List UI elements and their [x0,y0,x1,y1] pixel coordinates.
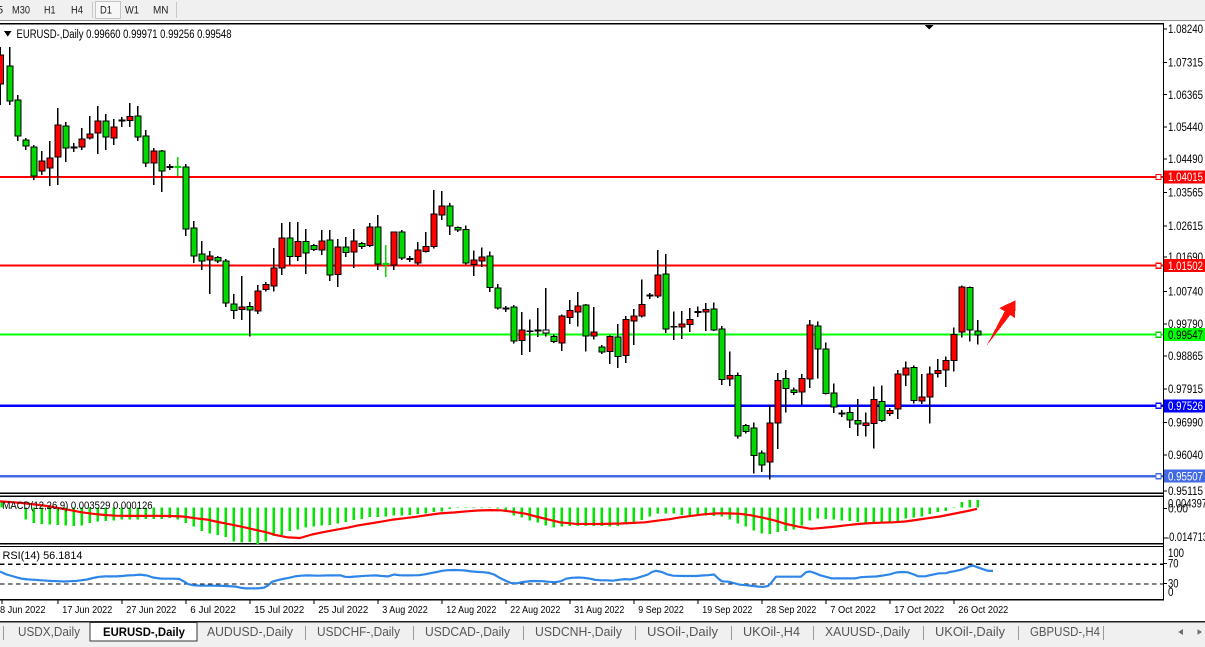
svg-text:MN: MN [153,5,169,17]
svg-text:USDX,Daily: USDX,Daily [18,625,81,639]
svg-text:-0.014713: -0.014713 [1166,532,1205,544]
svg-text:0.97915: 0.97915 [1168,384,1203,396]
svg-text:0.00: 0.00 [1168,504,1188,516]
svg-text:RSI(14) 56.1814: RSI(14) 56.1814 [3,550,83,562]
svg-text:XAUUSD-,Daily: XAUUSD-,Daily [825,625,911,639]
svg-text:3 Aug 2022: 3 Aug 2022 [382,604,428,616]
svg-text:MACD(12,26,9) 0.003529 0.00012: MACD(12,26,9) 0.003529 0.000126 [3,500,153,512]
svg-text:USOil-,Daily: USOil-,Daily [647,625,719,639]
svg-text:26 Oct 2022: 26 Oct 2022 [958,604,1008,616]
svg-text:M30: M30 [12,5,30,17]
svg-text:5: 5 [0,5,3,17]
svg-text:EURUSD-,Daily: EURUSD-,Daily [103,625,185,639]
svg-text:USDCNH-,Daily: USDCNH-,Daily [535,625,623,639]
svg-text:USDCHF-,Daily: USDCHF-,Daily [317,625,401,639]
svg-text:25 Jul 2022: 25 Jul 2022 [318,604,368,616]
svg-text:9 Sep 2022: 9 Sep 2022 [638,604,684,616]
svg-text:15 Jul 2022: 15 Jul 2022 [254,604,304,616]
svg-text:0: 0 [1168,587,1174,599]
svg-text:USDCAD-,Daily: USDCAD-,Daily [425,625,511,639]
svg-text:0.95115: 0.95115 [1168,486,1203,498]
svg-text:UKOil-,H4: UKOil-,H4 [743,625,800,639]
svg-text:1.05440: 1.05440 [1168,122,1203,134]
svg-text:1.06365: 1.06365 [1168,90,1203,102]
svg-text:1.08240: 1.08240 [1168,24,1203,36]
svg-text:1.02615: 1.02615 [1168,221,1203,233]
svg-text:1.01502: 1.01502 [1168,261,1203,273]
svg-text:1.04490: 1.04490 [1168,154,1203,166]
svg-text:27 Jun 2022: 27 Jun 2022 [126,604,176,616]
svg-text:1.00740: 1.00740 [1168,287,1203,299]
svg-text:8 Jun 2022: 8 Jun 2022 [0,604,46,616]
svg-text:D1: D1 [100,5,112,17]
svg-text:EURUSD-,Daily 0.99660 0.99971: EURUSD-,Daily 0.99660 0.99971 0.99256 0.… [17,29,232,41]
svg-text:0.99547: 0.99547 [1168,330,1203,342]
svg-text:28 Sep 2022: 28 Sep 2022 [766,604,816,616]
svg-text:1.07315: 1.07315 [1168,58,1203,70]
svg-text:0.96990: 0.96990 [1168,418,1203,430]
svg-text:0.004397: 0.004397 [1168,499,1205,511]
svg-text:GBPUSD-,H4: GBPUSD-,H4 [1030,625,1100,639]
svg-text:0.95507: 0.95507 [1168,471,1203,483]
svg-text:6 Jul 2022: 6 Jul 2022 [190,604,236,616]
svg-text:19 Sep 2022: 19 Sep 2022 [702,604,752,616]
svg-text:100: 100 [1168,548,1184,560]
svg-text:1.04015: 1.04015 [1168,172,1203,184]
svg-text:H1: H1 [44,5,56,17]
svg-text:1.03565: 1.03565 [1168,188,1203,200]
svg-text:70: 70 [1168,559,1179,571]
svg-text:UKOil-,Daily: UKOil-,Daily [935,625,1006,639]
svg-text:0.97526: 0.97526 [1168,401,1203,413]
svg-text:7 Oct 2022: 7 Oct 2022 [830,604,876,616]
svg-text:H4: H4 [71,5,83,17]
svg-text:22 Aug 2022: 22 Aug 2022 [510,604,560,616]
svg-text:0.98865: 0.98865 [1168,351,1203,363]
svg-text:AUDUSD-,Daily: AUDUSD-,Daily [207,625,294,639]
svg-text:12 Aug 2022: 12 Aug 2022 [446,604,496,616]
svg-text:30: 30 [1168,579,1179,591]
svg-text:W1: W1 [125,5,139,17]
svg-text:17 Jun 2022: 17 Jun 2022 [62,604,112,616]
svg-text:17 Oct 2022: 17 Oct 2022 [894,604,944,616]
svg-text:31 Aug 2022: 31 Aug 2022 [574,604,624,616]
svg-text:0.96040: 0.96040 [1168,450,1203,462]
